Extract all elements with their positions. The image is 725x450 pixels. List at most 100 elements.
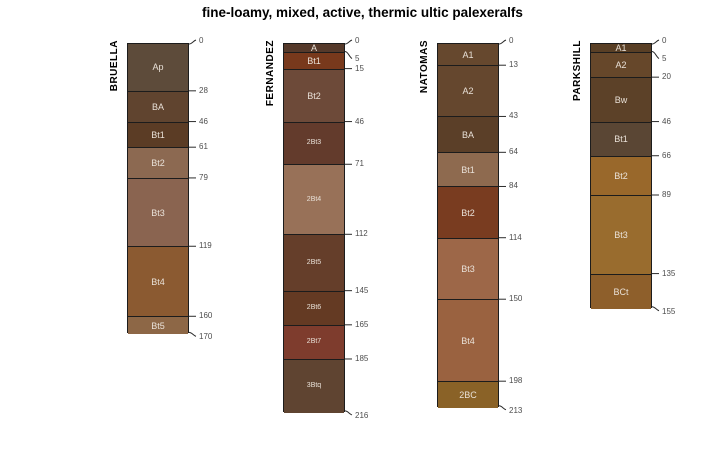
depth-tick-line xyxy=(651,51,660,59)
horizon-2bt6: 2Bt6 xyxy=(284,291,344,326)
horizon-label: BA xyxy=(461,129,474,140)
figure-title: fine-loamy, mixed, active, thermic ultic… xyxy=(202,5,523,20)
depth-label-0: 0 xyxy=(199,36,204,45)
horizon-label: 2Bt5 xyxy=(306,258,322,266)
depth-label-79: 79 xyxy=(199,172,208,182)
profile-column-bruella: Ap BA Bt1 Bt2 Bt3 Bt4 Bt5 xyxy=(127,43,189,335)
depth-label-0: 0 xyxy=(355,36,360,45)
depth-label-13: 13 xyxy=(509,60,518,70)
depth-label-46: 46 xyxy=(199,116,208,126)
horizon-bt3: Bt3 xyxy=(438,238,498,301)
horizon-2bc: 2BC xyxy=(438,382,498,408)
depth-label-28: 28 xyxy=(199,85,208,95)
depth-label-0: 0 xyxy=(509,36,514,45)
horizon-label: Bt3 xyxy=(614,229,628,240)
depth-label-185: 185 xyxy=(355,353,369,363)
horizon-bct: BCt xyxy=(591,274,651,309)
depth-tick-line xyxy=(344,39,353,45)
horizon-2bt5: 2Bt5 xyxy=(284,235,344,292)
horizon-bt2: Bt2 xyxy=(591,156,651,196)
depth-tick-line xyxy=(651,306,660,312)
depth-label-112: 112 xyxy=(355,229,368,239)
depth-label-43: 43 xyxy=(509,111,518,121)
horizon-bt1: Bt1 xyxy=(128,122,188,149)
horizon-bt4: Bt4 xyxy=(438,300,498,383)
horizon-label: Bt5 xyxy=(151,320,165,331)
depth-tick-line xyxy=(344,51,353,59)
depth-tick-line xyxy=(188,39,197,45)
horizon-label: A2 xyxy=(462,86,474,97)
depth-label-71: 71 xyxy=(355,159,364,169)
depth-tick-line xyxy=(651,39,660,45)
horizon-3btq: 3Btq xyxy=(284,359,344,413)
horizon-label: Bt2 xyxy=(614,170,628,181)
horizon-label: 2BC xyxy=(459,389,477,400)
horizon-label: Ap xyxy=(152,62,164,73)
depth-label-119: 119 xyxy=(199,241,212,251)
horizon-a2: A2 xyxy=(591,52,651,79)
horizon-label: BCt xyxy=(613,286,629,297)
depth-tick-leaders xyxy=(188,39,197,337)
horizon-bt3: Bt3 xyxy=(591,195,651,275)
horizon-bt2: Bt2 xyxy=(128,148,188,179)
depth-label-5: 5 xyxy=(662,53,667,63)
horizon-a1: A1 xyxy=(591,42,651,53)
horizon-bw: Bw xyxy=(591,78,651,123)
depth-label-20: 20 xyxy=(662,72,671,82)
horizon-label: Bt1 xyxy=(307,55,321,66)
horizon-bt1: Bt1 xyxy=(438,153,498,188)
horizon-label: 2Bt3 xyxy=(306,139,322,147)
depth-label-213: 213 xyxy=(509,405,523,415)
profile-name-natomas: NATOMAS xyxy=(419,40,430,94)
depth-label-135: 135 xyxy=(662,268,676,278)
horizon-label: Bt2 xyxy=(307,90,321,101)
horizon-label: Bt1 xyxy=(151,129,165,140)
horizon-label: A xyxy=(310,42,317,53)
depth-tick-leaders xyxy=(498,39,507,411)
depth-tick-line xyxy=(188,331,197,337)
depth-label-216: 216 xyxy=(355,410,369,420)
horizon-a1: A1 xyxy=(438,44,498,67)
horizon-2bt3: 2Bt3 xyxy=(284,122,344,166)
depth-label-165: 165 xyxy=(355,319,369,329)
horizon-2bt7: 2Bt7 xyxy=(284,325,344,360)
depth-label-170: 170 xyxy=(199,332,213,342)
depth-tick-line xyxy=(498,405,507,411)
horizon-ba: BA xyxy=(438,117,498,154)
horizon-label: A1 xyxy=(615,42,627,53)
depth-label-160: 160 xyxy=(199,311,213,321)
depth-tick-line xyxy=(498,39,507,45)
depth-label-114: 114 xyxy=(509,232,522,242)
horizon-label: Bw xyxy=(614,94,628,105)
horizon-a2: A2 xyxy=(438,66,498,118)
horizon-label: Bt1 xyxy=(614,134,628,145)
horizon-bt5: Bt5 xyxy=(128,317,188,335)
horizon-label: Bt3 xyxy=(151,207,165,218)
horizon-bt3: Bt3 xyxy=(128,178,188,248)
depth-tick-leaders xyxy=(651,39,660,312)
horizon-ba: BA xyxy=(128,91,188,123)
horizon-label: Bt2 xyxy=(151,158,165,169)
depth-label-64: 64 xyxy=(509,147,518,157)
depth-label-5: 5 xyxy=(355,53,360,63)
horizon-a: A xyxy=(284,42,344,53)
horizon-label: Bt4 xyxy=(461,335,475,346)
horizon-bt4: Bt4 xyxy=(128,247,188,318)
horizon-label: 2Bt4 xyxy=(306,195,322,203)
depth-label-84: 84 xyxy=(509,181,518,191)
horizon-2bt4: 2Bt4 xyxy=(284,165,344,236)
profile-name-parkshill: PARKSHILL xyxy=(572,40,583,101)
depth-label-150: 150 xyxy=(509,294,523,304)
horizon-label: 2Bt6 xyxy=(306,304,322,312)
depth-tick-leaders xyxy=(344,39,353,416)
depth-label-145: 145 xyxy=(355,285,369,295)
depth-label-66: 66 xyxy=(662,150,671,160)
horizon-ap: Ap xyxy=(128,44,188,92)
horizon-label: A1 xyxy=(462,49,474,60)
horizon-label: Bt4 xyxy=(151,276,165,287)
horizon-label: Bt1 xyxy=(461,164,475,175)
profile-name-bruella: BRUELLA xyxy=(109,40,120,92)
horizon-label: Bt2 xyxy=(461,207,475,218)
horizon-label: 3Btq xyxy=(306,382,322,390)
